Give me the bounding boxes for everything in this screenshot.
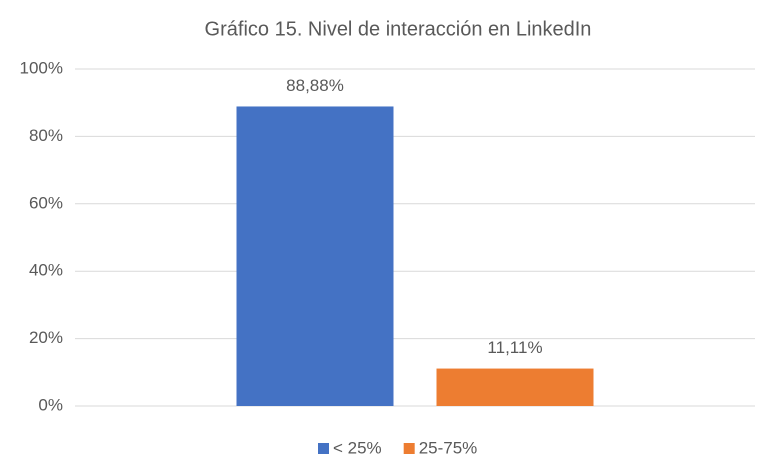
bar bbox=[236, 106, 394, 407]
legend-label: 25-75% bbox=[419, 438, 478, 457]
chart-title: Gráfico 15. Nivel de interacción en Link… bbox=[205, 18, 592, 40]
y-tick-label: 40% bbox=[29, 261, 63, 280]
legend-label: < 25% bbox=[333, 438, 382, 457]
y-tick-label: 20% bbox=[29, 328, 63, 347]
data-label: 11,11% bbox=[487, 338, 542, 357]
y-tick-label: 80% bbox=[29, 126, 63, 145]
y-tick-label: 60% bbox=[29, 193, 63, 212]
legend-swatch bbox=[318, 443, 329, 454]
data-label: 88,88% bbox=[286, 76, 344, 95]
y-tick-label: 100% bbox=[20, 58, 63, 77]
bar bbox=[436, 368, 594, 406]
legend-swatch bbox=[403, 443, 415, 454]
y-tick-label: 0% bbox=[38, 395, 63, 414]
